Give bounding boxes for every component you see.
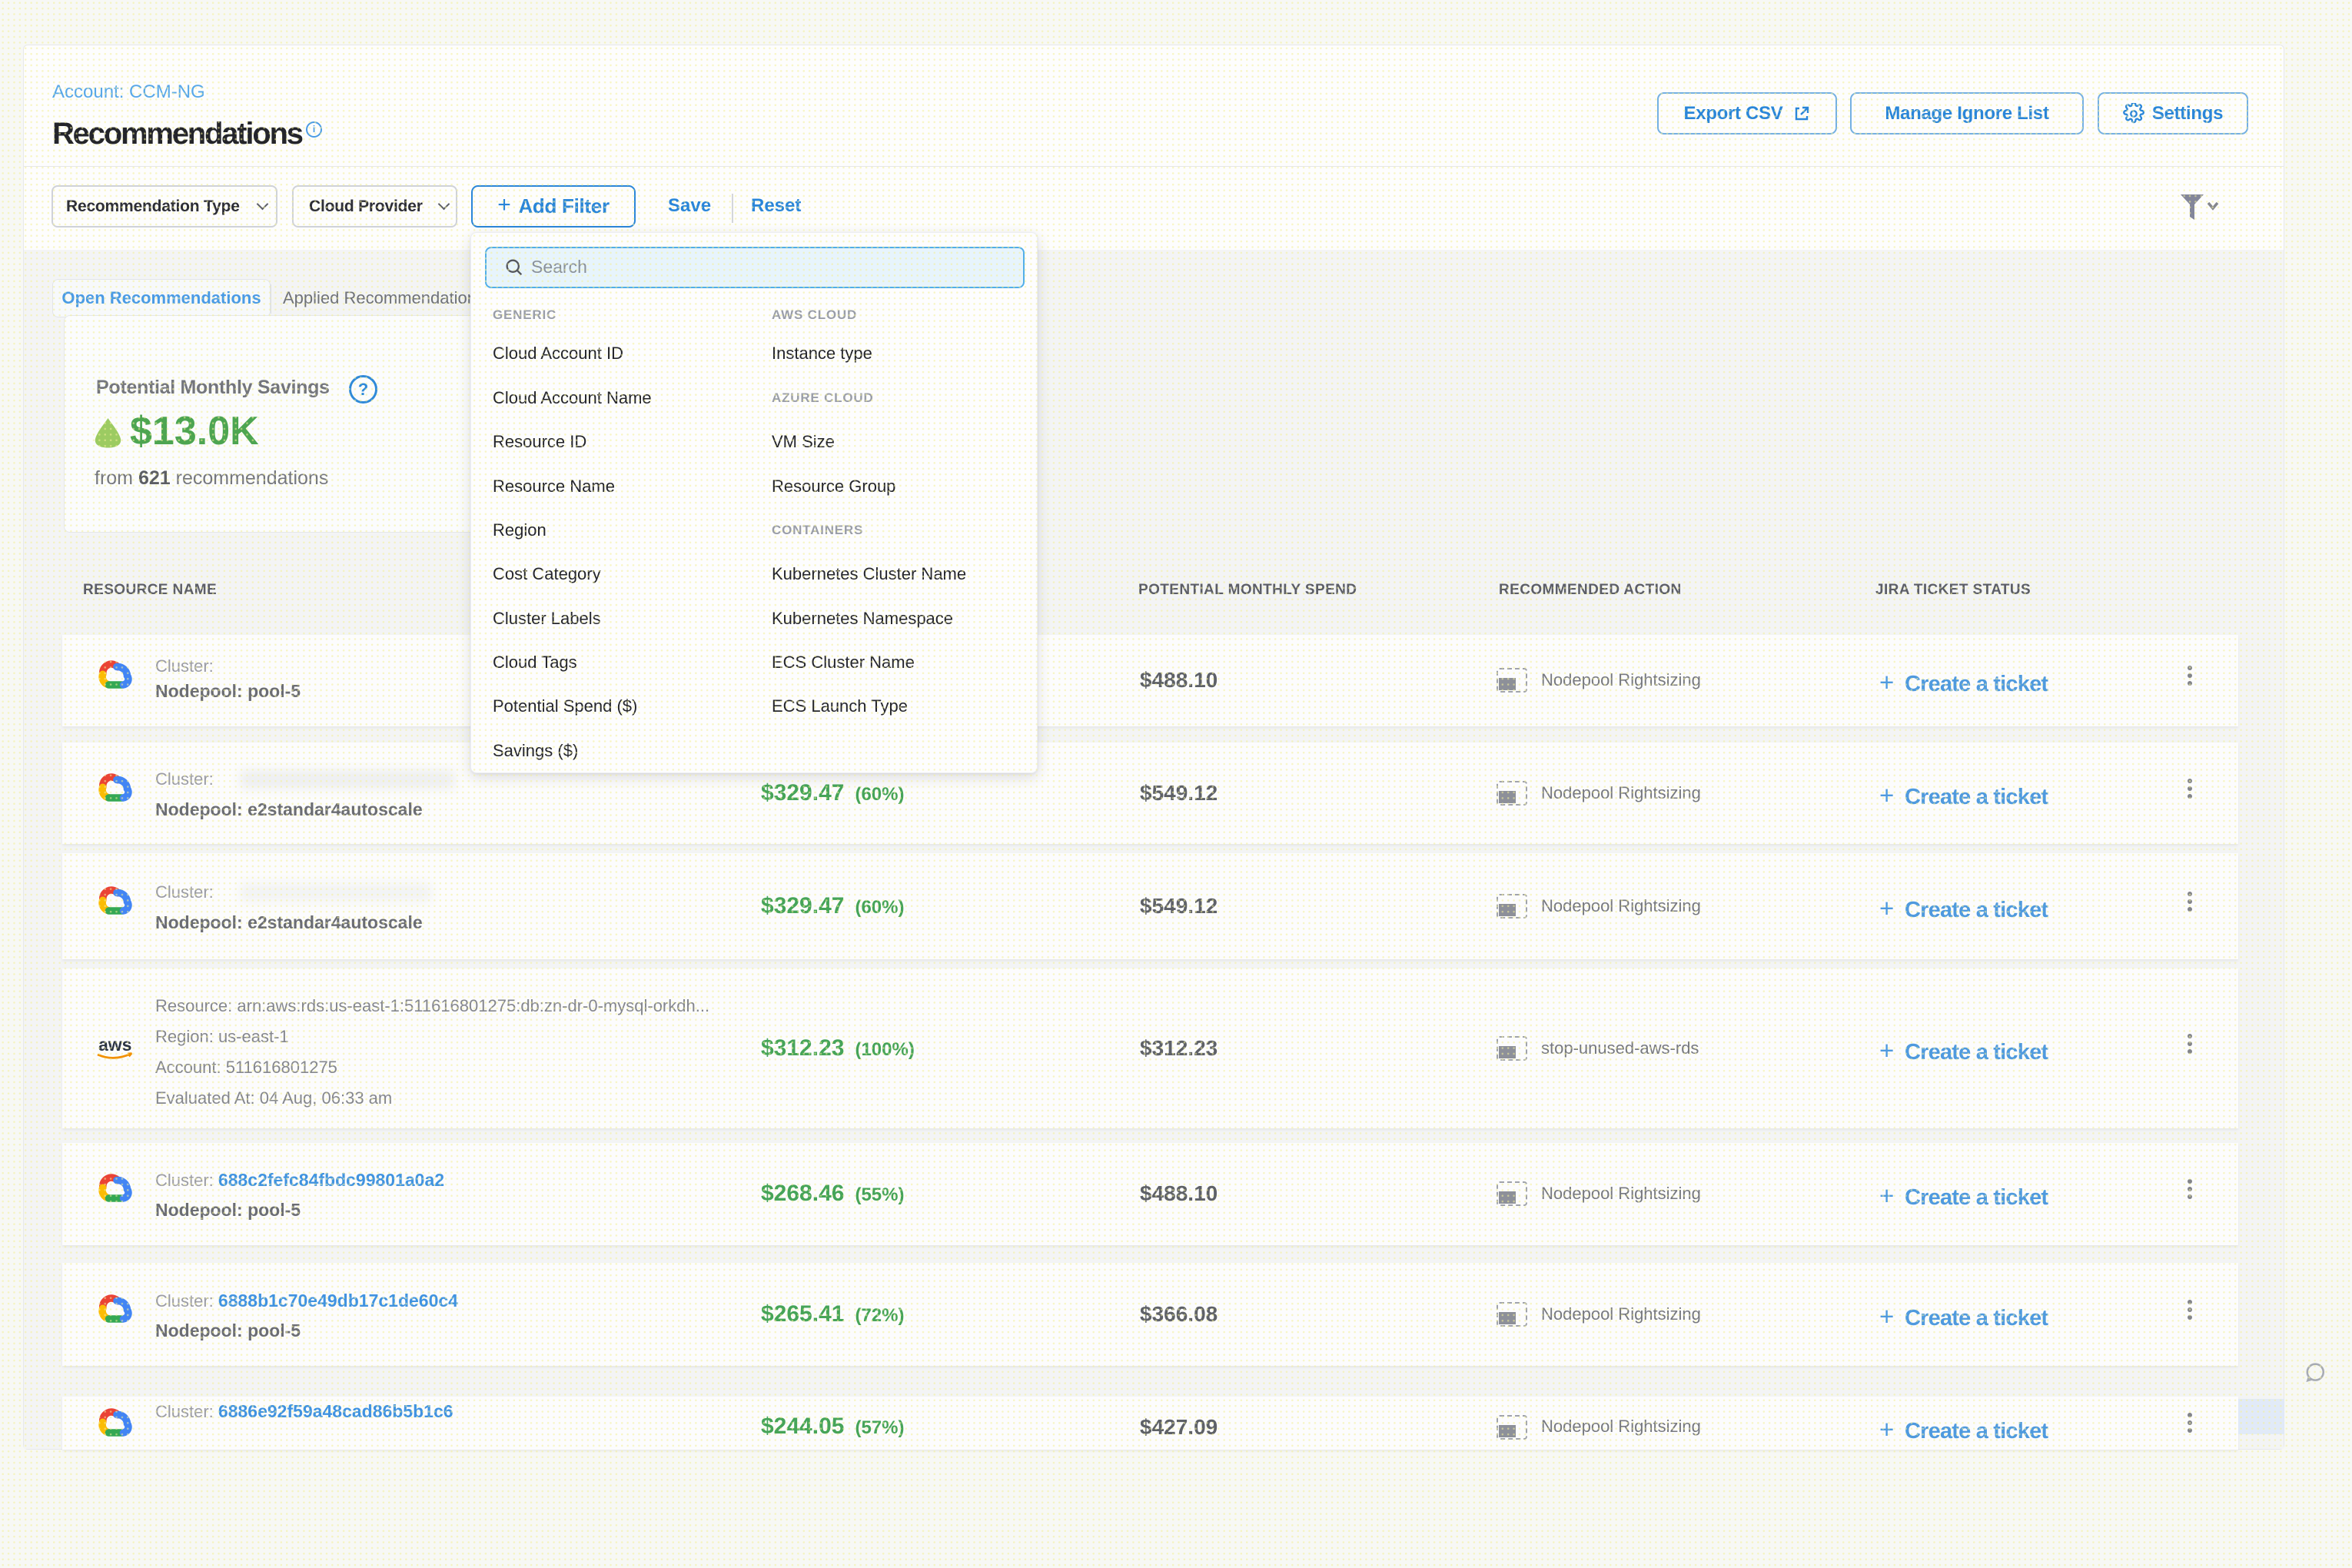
svg-text:aws: aws — [98, 1035, 131, 1055]
